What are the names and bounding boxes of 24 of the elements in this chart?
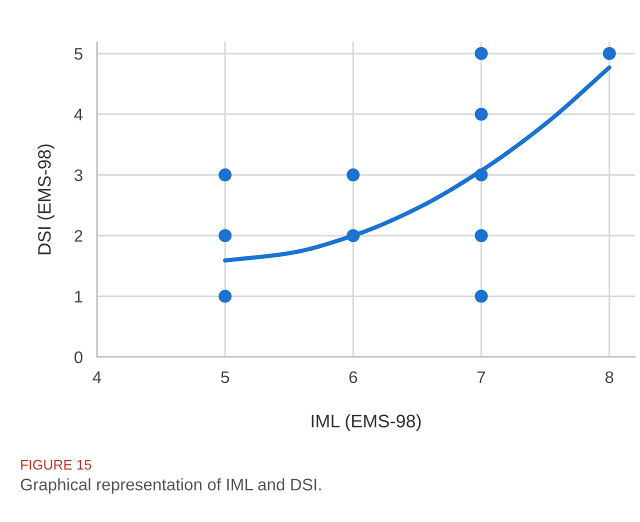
x-axis-title: IML (EMS-98)	[312, 414, 421, 432]
point	[218, 290, 232, 303]
point	[346, 168, 360, 182]
y-axis-title: DSI (EMS-98)	[38, 144, 54, 254]
x-tick-label: 5	[221, 372, 230, 384]
point	[474, 229, 488, 242]
y-tick-label: 2	[74, 230, 82, 242]
point	[474, 108, 488, 121]
caption: FIGURE 15	[21, 460, 92, 470]
x-tick-label: 4	[92, 372, 102, 383]
point	[218, 229, 232, 242]
point	[218, 168, 232, 182]
x-tick-label: 6	[349, 371, 358, 384]
point	[474, 47, 488, 60]
text: Graphical representation of IML and DSI.	[20, 478, 321, 494]
y-tick-label: 5	[74, 48, 82, 60]
point	[602, 47, 616, 60]
y-tick-label: 3	[74, 169, 82, 182]
y-tick-label: 4	[74, 108, 83, 120]
x-tick-label: 7	[478, 372, 486, 383]
point	[474, 290, 488, 303]
x-tick-label: 8	[605, 371, 614, 384]
y-tick-label: 0	[74, 351, 82, 364]
y-tick-label: 1	[75, 290, 82, 302]
